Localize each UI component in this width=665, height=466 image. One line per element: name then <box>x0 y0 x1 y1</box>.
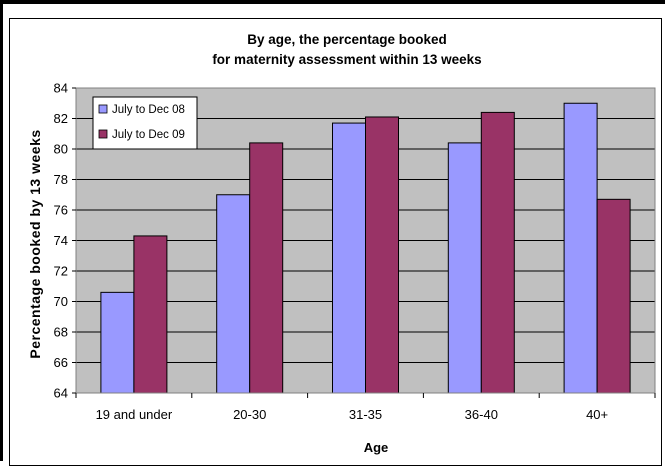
chart-title-line1: By age, the percentage booked <box>247 32 447 47</box>
chart-title-line2: for maternity assessment within 13 weeks <box>212 52 481 67</box>
legend-label-2009: July to Dec 09 <box>112 129 185 141</box>
bar-19-and-under-series-2 <box>133 235 168 394</box>
legend-swatch-2009 <box>98 129 108 139</box>
bar-20-30-series-2 <box>249 142 284 394</box>
y-tick-label: 72 <box>54 264 68 279</box>
legend-box <box>92 96 198 150</box>
legend: July to Dec 08 July to Dec 09 <box>92 96 198 150</box>
x-tick-label: 19 and under <box>96 407 173 422</box>
y-tick-label: 68 <box>54 325 68 340</box>
y-tick-label: 82 <box>54 111 68 126</box>
y-tick-label: 70 <box>54 294 68 309</box>
bar-19-and-under-series-1 <box>100 291 135 394</box>
bar-40plus-series-1 <box>563 102 598 394</box>
y-tick-label: 80 <box>54 142 68 157</box>
x-axis-title: Age <box>364 440 389 455</box>
bar-31-35-series-1 <box>332 122 366 394</box>
left-border <box>0 0 3 461</box>
x-tick-label: 20-30 <box>233 407 266 422</box>
y-tick-label: 66 <box>54 355 68 370</box>
bar-40plus-series-2 <box>596 198 631 394</box>
y-axis-title: Percentage booked by 13 weeks <box>27 129 43 358</box>
bar-20-30-series-1 <box>216 194 251 394</box>
legend-label-2008: July to Dec 08 <box>112 104 185 116</box>
y-tick-label: 74 <box>54 233 68 248</box>
x-tick-label: 36-40 <box>465 407 498 422</box>
bar-36-40-series-2 <box>480 111 515 394</box>
x-tick-label: 40+ <box>586 407 608 422</box>
y-tick-label: 78 <box>54 172 68 187</box>
legend-swatch-2008 <box>98 104 108 114</box>
y-tick-label: 64 <box>54 386 68 401</box>
top-border <box>0 0 665 4</box>
y-tick-label: 76 <box>54 203 68 218</box>
bar-31-35-series-2 <box>365 116 399 394</box>
bar-36-40-series-1 <box>447 142 482 394</box>
x-tick-label: 31-35 <box>349 407 382 422</box>
y-tick-label: 84 <box>54 81 68 96</box>
